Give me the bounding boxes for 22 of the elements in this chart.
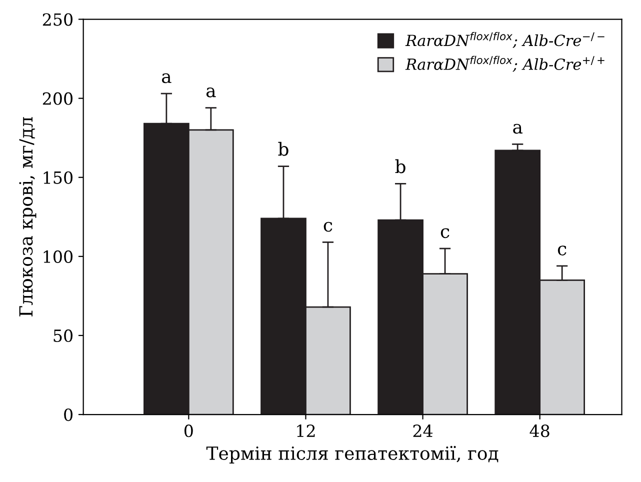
annotation: c	[324, 222, 332, 232]
y-tick-label: 100	[44, 250, 72, 263]
legend-label: RarαDN$^{flox/flox}$; Alb-Cre$^{+/+}$	[405, 56, 604, 72]
annotation: a	[162, 73, 172, 84]
annotation: b	[278, 142, 288, 156]
annotation: c	[440, 228, 450, 238]
x-tick-label: 12	[297, 424, 315, 437]
annotation: b	[395, 159, 406, 174]
y-tick-label: 150	[44, 171, 72, 184]
y-tick-label: 50	[54, 329, 72, 342]
x-tick-label: 48	[530, 424, 550, 438]
annotation: a	[206, 87, 216, 98]
annotation: a	[513, 124, 522, 134]
y-tick-label: 200	[42, 92, 72, 105]
y-axis-title: Глюкоза крові, мг/дл	[19, 117, 36, 316]
x-tick-label: 0	[184, 424, 193, 438]
legend-label: RarαDN$^{flox/flox}$; Alb-Cre$^{−/−}$	[405, 32, 604, 48]
y-tick-label: 250	[42, 13, 72, 26]
x-axis-title: Термін після гепатектомії, год	[206, 446, 498, 464]
annotation: c	[558, 246, 566, 256]
y-tick-label: 0	[64, 408, 72, 422]
x-tick-label: 24	[413, 424, 433, 437]
